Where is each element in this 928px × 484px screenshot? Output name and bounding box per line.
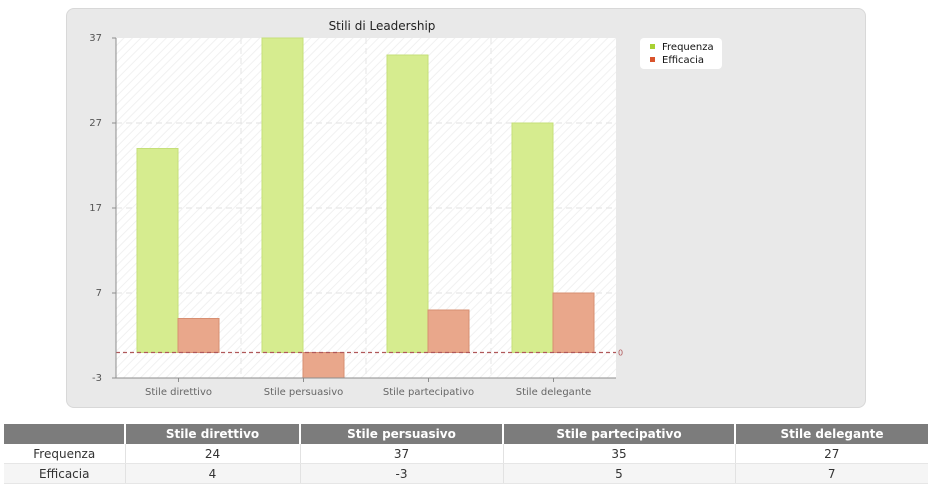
- x-tick-label: Stile persuasivo: [264, 387, 343, 398]
- legend-item-efficacia: Efficacia: [650, 54, 704, 67]
- bar-efficacia: [552, 292, 595, 353]
- table-cell: 24: [124, 444, 300, 464]
- legend-label-efficacia: Efficacia: [662, 55, 705, 66]
- legend-item-frequenza: Frequenza: [650, 41, 714, 54]
- y-tick-label: 27: [89, 118, 102, 129]
- table-header-cell: Stile delegante: [734, 424, 928, 444]
- y-tick-label: 7: [96, 288, 102, 299]
- x-tick-label: Stile delegante: [516, 387, 591, 398]
- x-tick-labels: Stile direttivo Stile persuasivo Stile par…: [145, 378, 591, 398]
- y-tick-labels: 37 27 17 7 -3: [89, 33, 116, 384]
- table-header-cell: Stile direttivo: [124, 424, 300, 444]
- table-row: Frequenza 24 37 35 27: [4, 444, 928, 464]
- bar-chart: Stili di Leadership 0 37 27 17 7 -3 Stile di…: [89, 19, 623, 398]
- legend-swatch-efficacia: [650, 57, 655, 62]
- bars: [136, 37, 595, 379]
- table-cell: 35: [502, 444, 735, 464]
- bar-frequenza: [511, 122, 554, 353]
- zero-reference: 0: [116, 349, 623, 358]
- x-tick-label: Stile partecipativo: [383, 387, 474, 398]
- data-table: Stile direttivo Stile persuasivo Stile p…: [4, 424, 928, 484]
- y-tick-label: 17: [89, 203, 102, 214]
- table-cell: -3: [299, 463, 503, 484]
- table-cell: 37: [299, 444, 503, 464]
- table-header-cell: Stile persuasivo: [299, 424, 503, 444]
- bar-efficacia: [302, 352, 345, 379]
- bar-frequenza: [261, 37, 304, 353]
- table-header-cell: [4, 424, 125, 444]
- table-row: Efficacia 4 -3 5 7: [4, 463, 928, 484]
- grid-lines: [116, 38, 616, 378]
- bar-frequenza: [136, 148, 179, 353]
- table-row-label: Efficacia: [4, 463, 125, 484]
- x-tick-label: Stile direttivo: [145, 387, 212, 398]
- bar-efficacia: [177, 318, 220, 353]
- legend-label-frequenza: Frequenza: [662, 42, 714, 53]
- table-header-row: Stile direttivo Stile persuasivo Stile p…: [4, 424, 928, 444]
- y-tick-label: -3: [92, 373, 102, 384]
- table-header-cell: Stile partecipativo: [502, 424, 735, 444]
- chart-title: Stili di Leadership: [329, 19, 436, 33]
- table-cell: 7: [734, 463, 928, 484]
- zero-line-label: 0: [618, 349, 623, 358]
- table-row-label: Frequenza: [4, 444, 125, 464]
- legend-swatch-frequenza: [650, 44, 655, 49]
- bar-efficacia: [427, 309, 470, 353]
- table-cell: 4: [124, 463, 300, 484]
- chart-legend: Frequenza Efficacia: [640, 38, 722, 69]
- table-cell: 5: [502, 463, 735, 484]
- y-tick-label: 37: [89, 33, 102, 44]
- bar-frequenza: [386, 54, 429, 353]
- table-cell: 27: [734, 444, 928, 464]
